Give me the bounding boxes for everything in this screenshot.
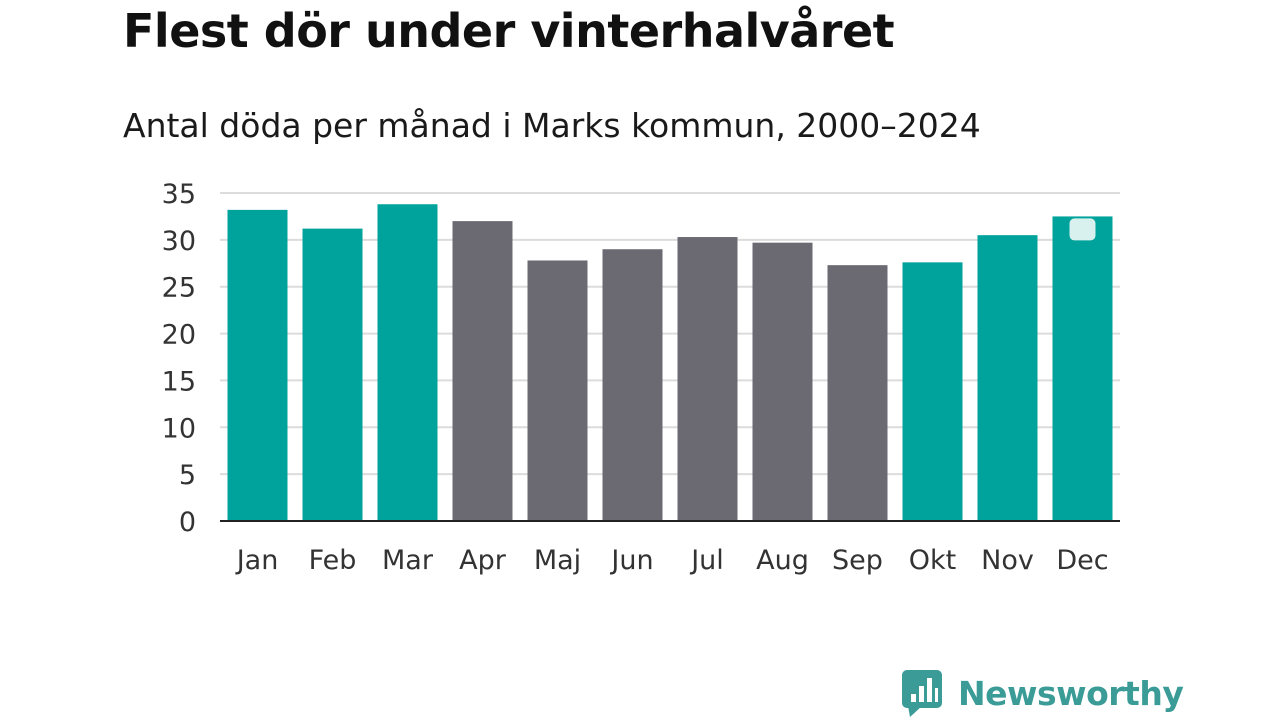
bar-highlight-marker	[1069, 218, 1096, 241]
y-tick-label: 10	[162, 413, 196, 444]
x-tick-label: Apr	[459, 545, 507, 576]
bar-feb	[302, 228, 363, 521]
y-tick-label: 35	[162, 179, 196, 210]
x-tick-label: Mar	[382, 545, 434, 576]
bar-nov	[977, 235, 1038, 521]
x-tick-label: Sep	[832, 545, 883, 576]
x-tick-label: Dec	[1056, 545, 1108, 576]
bar-okt	[902, 262, 963, 521]
y-tick-label: 5	[179, 460, 196, 491]
x-tick-label: Okt	[909, 545, 956, 576]
y-tick-label: 0	[179, 507, 196, 538]
x-tick-label: Jan	[235, 545, 279, 576]
bar-sep	[827, 265, 888, 521]
chart-subtitle: Antal döda per månad i Marks kommun, 200…	[123, 106, 981, 145]
newsworthy-brand: Newsworthy	[902, 668, 1184, 718]
bar-jan	[227, 209, 288, 521]
x-tick-label: Jun	[609, 545, 653, 576]
x-tick-label: Maj	[534, 545, 581, 576]
y-tick-label: 20	[162, 320, 196, 351]
y-tick-label: 25	[162, 273, 196, 304]
bar-aug	[752, 242, 813, 521]
y-axis-ticks: 0 5 10 15 20 25 30 35	[162, 179, 196, 538]
bar-dec	[1052, 216, 1113, 521]
gridlines	[220, 192, 1120, 476]
chart-title: Flest dör under vinterhalvåret	[123, 4, 895, 58]
y-tick-label: 30	[162, 226, 196, 257]
bar-mar	[377, 204, 438, 521]
y-tick-label: 15	[162, 366, 196, 397]
x-tick-label: Feb	[309, 545, 357, 576]
x-tick-label: Jul	[689, 545, 724, 576]
x-tick-label: Aug	[756, 545, 809, 576]
newsworthy-logo-icon	[902, 670, 942, 717]
bar-apr	[452, 221, 513, 521]
x-tick-label: Nov	[981, 545, 1034, 576]
bar-maj	[527, 260, 588, 521]
bars	[227, 204, 1113, 521]
brand-name: Newsworthy	[958, 673, 1184, 713]
bar-jul	[677, 237, 738, 521]
bar-jun	[602, 249, 663, 521]
x-axis-ticks: Jan Feb Mar Apr Maj Jun Jul Aug Sep Okt Nov Dec	[235, 545, 1109, 576]
